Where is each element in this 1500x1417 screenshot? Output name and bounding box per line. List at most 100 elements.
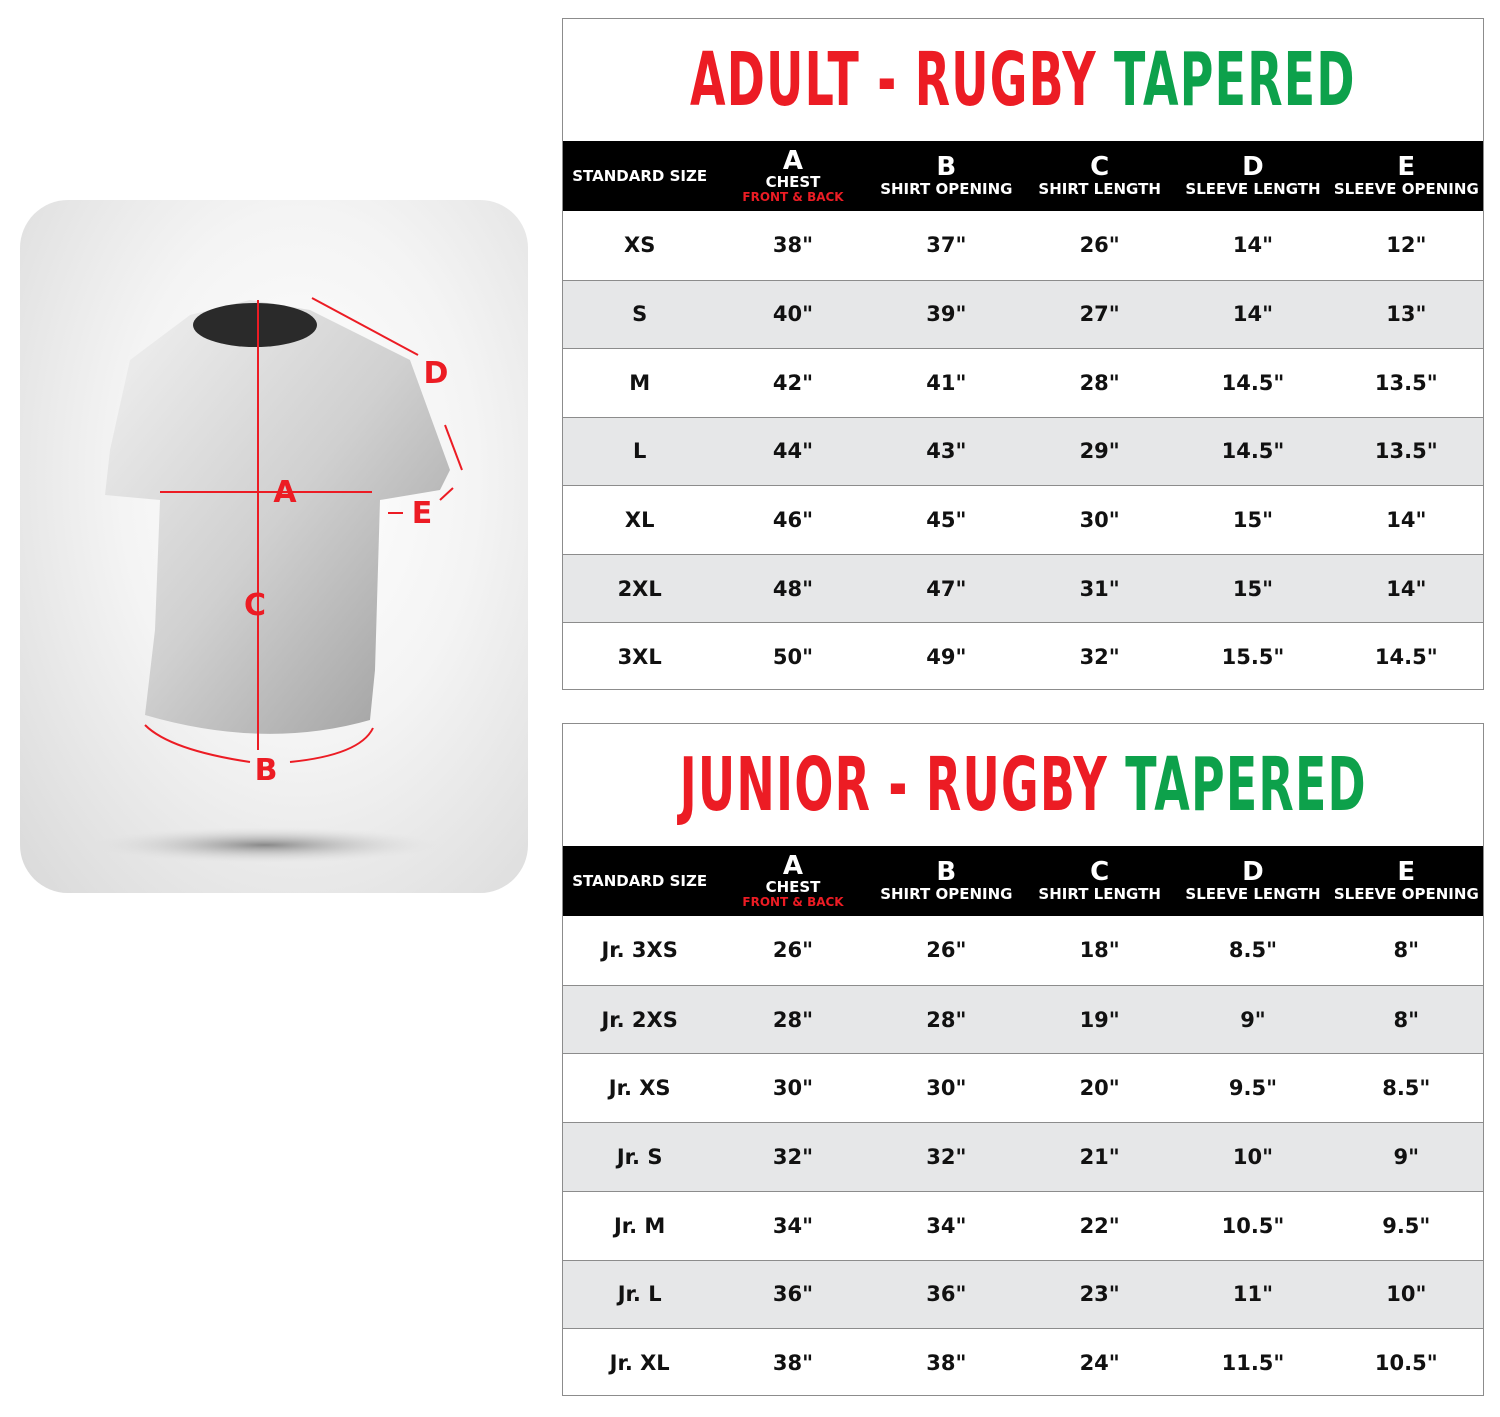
header-letter: A xyxy=(782,851,804,882)
header-letter: D xyxy=(1242,152,1264,183)
size-cell: Jr. 2XS xyxy=(601,1007,678,1032)
table-row: S 40" 39" 27" 14" 13" xyxy=(563,279,1483,349)
measure-cell: 37" xyxy=(926,233,967,258)
measure-cell: 14" xyxy=(1232,233,1274,258)
header-label: SLEEVE LENGTH xyxy=(1185,179,1321,198)
measure-cell: 12" xyxy=(1386,233,1427,258)
size-cell: 2XL xyxy=(617,576,662,601)
measure-cell: 19" xyxy=(1079,1007,1120,1032)
header-letter: A xyxy=(782,146,804,177)
table-header: STANDARD SIZE A CHEST FRONT & BACK B SHIRT OP… xyxy=(563,846,1483,916)
shirt-diagram: A B C D E xyxy=(20,200,528,893)
table-row: 3XL 50" 49" 32" 15.5" 14.5" xyxy=(563,622,1483,691)
measure-cell: 38" xyxy=(772,233,814,258)
header-letter: B xyxy=(936,857,957,888)
table-row: Jr. XS 30" 30" 20" 9.5" 8.5" xyxy=(563,1053,1483,1122)
header-letter: E xyxy=(1397,857,1416,888)
header-column: D SLEEVE LENGTH xyxy=(1176,846,1329,916)
measure-cell: 21" xyxy=(1079,1144,1120,1169)
measure-cell: 24" xyxy=(1079,1351,1120,1376)
measure-cell: 30" xyxy=(926,1076,967,1101)
header-column: E SLEEVE OPENING xyxy=(1330,846,1483,916)
table-row: XL 46" 45" 30" 15" 14" xyxy=(563,485,1483,554)
measure-cell: 9.5" xyxy=(1228,1076,1278,1101)
measure-cell: 34" xyxy=(772,1213,814,1238)
measure-cell: 26" xyxy=(926,938,967,963)
header-label: CHEST xyxy=(765,878,821,897)
measure-cell: 23" xyxy=(1079,1282,1120,1307)
measure-cell: 28" xyxy=(772,1007,814,1032)
measure-cell: 32" xyxy=(772,1144,814,1169)
shirt-illustration: A B C D E xyxy=(90,297,463,863)
measure-cell: 39" xyxy=(926,302,967,327)
measure-cell: 38" xyxy=(772,1351,814,1376)
measure-cell: 46" xyxy=(772,508,814,533)
junior-size-table: JUNIOR - RUGBY TAPERED STANDARD SIZE A CHE… xyxy=(562,723,1484,1396)
header-label: SHIRT LENGTH xyxy=(1038,884,1161,903)
measure-cell: 20" xyxy=(1079,1076,1120,1101)
table-row: Jr. S 32" 32" 21" 10" 9" xyxy=(563,1122,1483,1191)
measure-cell: 8.5" xyxy=(1382,1076,1431,1101)
header-label: SLEEVE LENGTH xyxy=(1185,884,1321,903)
header-sublabel: FRONT & BACK xyxy=(742,895,844,910)
header-label: SHIRT OPENING xyxy=(880,179,1013,198)
measure-cell: 40" xyxy=(772,302,814,327)
measure-cell: 14" xyxy=(1232,302,1274,327)
header-column: A CHEST FRONT & BACK xyxy=(716,846,869,916)
measure-cell: 15" xyxy=(1232,576,1274,601)
measure-cell: 36" xyxy=(926,1282,967,1307)
measure-cell: 9" xyxy=(1240,1007,1266,1032)
measure-cell: 10" xyxy=(1386,1282,1427,1307)
table-body: Jr. 3XS 26" 26" 18" 8.5" 8" Jr. 2XS 28" 28" 19" 9"… xyxy=(563,916,1483,1397)
measure-cell: 14.5" xyxy=(1221,370,1285,395)
header-letter: C xyxy=(1090,857,1110,888)
measure-cell: 13.5" xyxy=(1374,439,1438,464)
table-row: L 44" 43" 29" 14.5" 13.5" xyxy=(563,416,1483,486)
measure-cell: 9.5" xyxy=(1382,1213,1431,1238)
measure-cell: 36" xyxy=(772,1282,814,1307)
measure-cell: 32" xyxy=(926,1144,967,1169)
measure-cell: 14" xyxy=(1386,508,1427,533)
measure-cell: 13" xyxy=(1386,302,1427,327)
measure-cell: 30" xyxy=(772,1076,814,1101)
measure-cell: 8" xyxy=(1393,1007,1420,1032)
measure-cell: 48" xyxy=(772,576,814,601)
title-red: JUNIOR - RUGBY xyxy=(679,742,1108,828)
measure-cell: 45" xyxy=(926,508,967,533)
table-row: M 42" 41" 28" 14.5" 13.5" xyxy=(563,348,1483,417)
measure-cell: 14" xyxy=(1386,576,1427,601)
measure-cell: 10.5" xyxy=(1374,1351,1438,1376)
size-cell: Jr. XL xyxy=(609,1351,670,1376)
measure-cell: 44" xyxy=(772,439,814,464)
header-column: D SLEEVE LENGTH xyxy=(1176,141,1329,211)
measure-cell: 32" xyxy=(1079,645,1120,670)
table-row: Jr. 3XS 26" 26" 18" 8.5" 8" xyxy=(563,916,1483,985)
measure-cell: 10" xyxy=(1232,1144,1274,1169)
header-label: SLEEVE OPENING xyxy=(1333,884,1479,903)
measure-cell: 10.5" xyxy=(1221,1213,1285,1238)
measure-cell: 29" xyxy=(1079,439,1120,464)
table-row: Jr. M 34" 34" 22" 10.5" 9.5" xyxy=(563,1190,1483,1260)
measure-cell: 28" xyxy=(1079,370,1120,395)
measure-cell: 47" xyxy=(926,576,967,601)
header-column: B SHIRT OPENING xyxy=(870,846,1023,916)
header-label: SLEEVE OPENING xyxy=(1333,179,1479,198)
measure-cell: 8.5" xyxy=(1228,938,1278,963)
header-column: A CHEST FRONT & BACK xyxy=(716,141,869,211)
title-green: TAPERED xyxy=(1114,37,1356,123)
header-column: B SHIRT OPENING xyxy=(870,141,1023,211)
header-letter: C xyxy=(1090,152,1110,183)
title-green: TAPERED xyxy=(1124,742,1367,828)
table-row: XS 38" 37" 26" 14" 12" xyxy=(563,211,1483,280)
table-row: Jr. 2XS 28" 28" 19" 9" 8" xyxy=(563,984,1483,1054)
header-letter: D xyxy=(1242,857,1264,888)
label-e: E xyxy=(412,496,433,531)
measure-cell: 43" xyxy=(926,439,967,464)
adult-size-table: ADULT - RUGBY TAPERED STANDARD SIZE A CHES… xyxy=(562,18,1484,690)
size-cell: XL xyxy=(624,508,655,533)
measure-cell: 26" xyxy=(772,938,814,963)
size-cell: XS xyxy=(624,233,656,258)
size-cell: Jr. L xyxy=(617,1282,662,1307)
measure-cell: 13.5" xyxy=(1374,370,1438,395)
table-title: JUNIOR - RUGBY TAPERED xyxy=(563,724,1483,846)
